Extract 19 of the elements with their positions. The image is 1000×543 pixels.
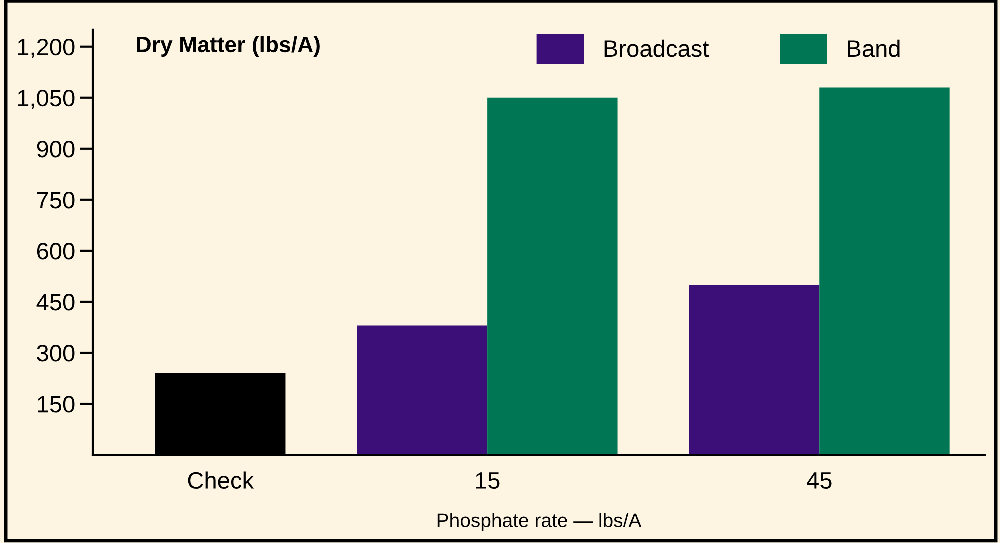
bar	[488, 98, 618, 456]
bar	[689, 284, 820, 456]
chart-title: Dry Matter (lbs/A)	[137, 36, 320, 57]
x-tick-label: 15	[476, 472, 500, 490]
bar	[357, 326, 488, 456]
y-tick-label: 1,200	[18, 38, 75, 58]
x-tick-label: 45	[807, 472, 832, 490]
x-tick-label: Check	[188, 472, 254, 490]
y-tick-label: 600	[37, 243, 75, 260]
y-tick-label: 450	[36, 294, 75, 311]
legend-label: Band	[848, 40, 900, 58]
y-tick-label: 900	[37, 140, 75, 158]
y-tick-label: 150	[38, 396, 75, 413]
y-tick-label: 1,050	[18, 90, 75, 110]
bar	[820, 88, 950, 456]
y-tick-label: 300	[37, 345, 75, 362]
x-axis-title: Phosphate rate — lbs/A	[438, 513, 642, 532]
y-tick-label: 750	[37, 192, 75, 209]
legend-label: Broadcast	[604, 40, 710, 58]
